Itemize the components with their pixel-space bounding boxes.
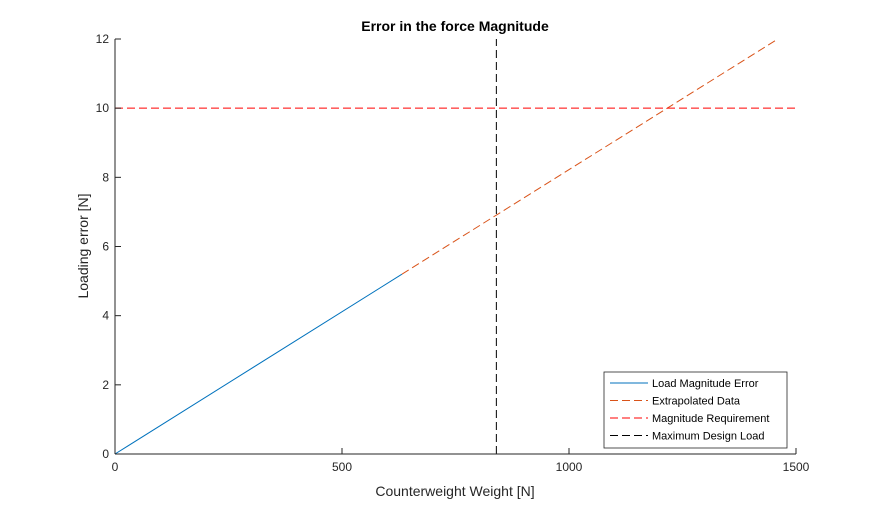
series-line-1 [401,38,779,275]
axes-layer: 0 500 1000 1500 0 2 4 6 8 10 12 [96,32,810,474]
y-tick-label: 0 [102,447,109,461]
y-tick-label: 12 [96,32,110,46]
legend-label: Load Magnitude Error [652,378,759,390]
legend-label: Maximum Design Load [652,431,765,443]
series-layer [114,38,796,455]
legend-label: Extrapolated Data [652,396,741,408]
x-axis-label: Counterweight Weight [N] [375,483,534,499]
y-tick-label: 6 [102,240,109,254]
legend: Load Magnitude Error Extrapolated Data Mag… [603,371,788,449]
series-line-0 [114,273,403,455]
legend-label: Magnitude Requirement [652,413,769,425]
x-tick-label: 0 [112,460,119,474]
x-tick-label: 1000 [556,460,583,474]
y-tick-label: 2 [102,378,109,392]
y-tick-label: 4 [102,309,109,323]
y-tick-label: 10 [96,101,110,115]
x-tick-label: 1500 [783,460,810,474]
x-tick-label: 500 [332,460,352,474]
chart-title: Error in the force Magnitude [361,18,549,34]
y-tick-label: 8 [102,170,109,184]
y-axis-label: Loading error [N] [75,193,91,298]
